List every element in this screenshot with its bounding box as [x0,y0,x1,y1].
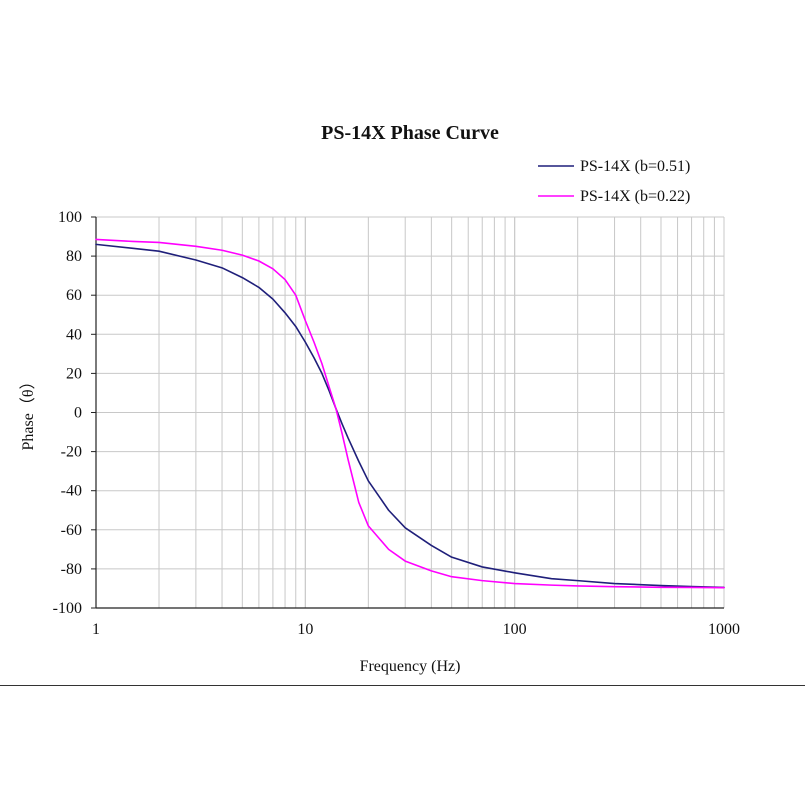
gridlines [96,216,725,608]
chart-title: PS-14X Phase Curve [321,122,499,144]
y-tick-label: -100 [53,600,82,617]
x-tick-label: 1 [92,621,100,638]
y-tick-label: -40 [61,483,82,500]
x-tick-label: 100 [503,621,527,638]
series-layer [95,238,725,589]
y-tick-label: 60 [66,287,82,304]
axes [91,216,724,609]
y-tick-label: 0 [74,405,82,422]
series-line-1 [95,238,725,589]
plot-area [91,216,725,609]
y-tick-label: 40 [66,326,82,343]
y-axis-label: Phase（θ） [19,374,37,451]
x-tick-labels: 1 10 100 1000 [92,621,740,638]
x-tick-label: 10 [297,621,313,638]
legend-label: PS-14X (b=0.51) [580,158,690,175]
bottom-divider [0,685,805,686]
legend-label: PS-14X (b=0.22) [580,188,690,205]
y-tick-labels: 100 80 60 40 20 0 -20 -40 -60 -80 -100 [53,209,82,617]
x-tick-label: 1000 [708,621,740,638]
legend: PS-14X (b=0.51) PS-14X (b=0.22) [538,158,690,205]
y-tick-label: 20 [66,365,82,382]
y-tick-label: -80 [61,561,82,578]
series-line-0 [95,243,725,589]
y-tick-label: 100 [58,209,82,226]
y-tick-label: 80 [66,248,82,265]
x-axis-label: Frequency (Hz) [360,658,461,675]
y-tick-label: -60 [61,522,82,539]
y-tick-label: -20 [61,444,82,461]
